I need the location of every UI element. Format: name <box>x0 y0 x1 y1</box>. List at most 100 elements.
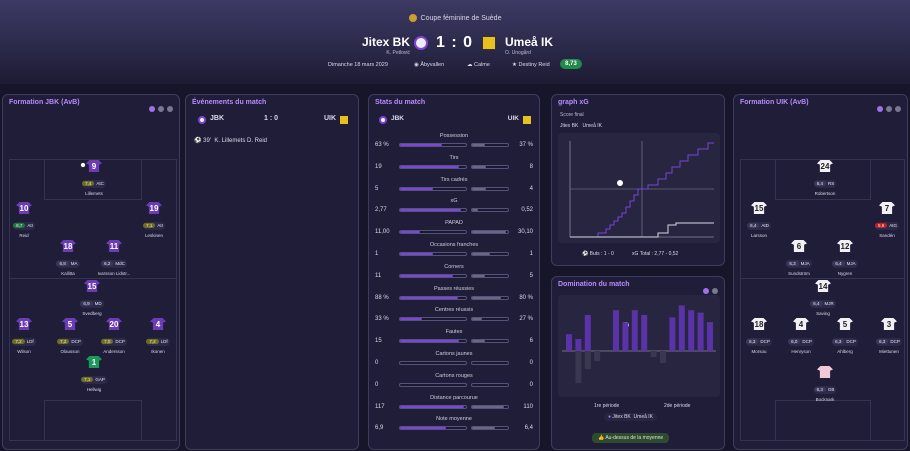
star-icon: ★ <box>512 62 519 68</box>
stat-away-bar <box>471 230 509 235</box>
player-rating: 6,8 <box>56 261 69 266</box>
domination-bar-away <box>660 351 666 363</box>
stat-away-fill <box>472 209 479 212</box>
stat-home-bar <box>399 230 467 235</box>
stat-label: Corners <box>444 263 464 270</box>
domination-bar-home <box>688 310 695 351</box>
page-dot[interactable] <box>158 106 164 112</box>
player-position: LDf <box>26 339 34 344</box>
player-rating: 6,2 <box>101 261 114 266</box>
player-position: AtC <box>96 181 104 186</box>
player-position: AtG <box>889 223 898 228</box>
stat-away-bar <box>471 426 509 431</box>
stat-home-value: 117 <box>375 403 385 410</box>
player-position: RS <box>828 181 835 186</box>
player-card[interactable]: 15 6,4 AtD Larsson <box>739 202 779 238</box>
halfway-line <box>741 278 904 279</box>
player-card[interactable]: 19 7,1 AtI Leskinen <box>134 202 174 238</box>
stat-away-fill <box>472 144 486 146</box>
page-dot[interactable] <box>895 106 901 112</box>
player-card[interactable]: 4 7,2 LDf Ikonen <box>138 318 178 354</box>
away-abbr: UIK <box>507 115 519 122</box>
player-card[interactable]: 10 8,7 AtI Reid <box>4 202 44 238</box>
player-card[interactable]: 18 6,3 DCP Morsou <box>739 318 779 354</box>
domination-bar-away <box>650 351 657 357</box>
page-dot[interactable] <box>886 106 892 112</box>
page-dot[interactable] <box>877 106 883 112</box>
potm-name: Destiny Reid <box>518 62 550 68</box>
stat-home-value: 2,77 <box>375 207 387 214</box>
rating-pill: 6,3 DCP <box>876 337 902 346</box>
player-card[interactable]: 6 6,3 MJA Sundström <box>779 240 819 276</box>
stat-home-bar <box>399 382 467 387</box>
player-card[interactable]: 5 6,3 DCP Ahlberg <box>825 318 865 354</box>
stat-away-value: 6 <box>529 338 533 345</box>
panel-title: Événements du match <box>192 99 267 106</box>
player-card[interactable]: 3 6,3 DCP Miettunen <box>869 318 909 354</box>
page-dot[interactable] <box>703 288 709 294</box>
shirt-icon: 15 <box>84 280 100 292</box>
weather: ☁ Calme <box>467 62 490 68</box>
player-card[interactable]: 4 6,0 DCP Henryson <box>781 318 821 354</box>
domination-bar-home <box>631 310 638 351</box>
legend-away: Umeå IK <box>582 123 602 129</box>
stat-away-bar <box>471 186 509 191</box>
trophy-icon <box>408 14 417 22</box>
domination-bar-home <box>566 334 572 351</box>
stat-home-fill <box>400 253 433 255</box>
player-card[interactable]: 5 7,2 DCP Olausson <box>50 318 90 354</box>
player-card[interactable]: 14 6,4 MJR Saving <box>803 280 843 316</box>
rating-pill: 6,0 DCP <box>788 337 814 346</box>
player-card[interactable]: 18 6,8 MA Kallitta <box>48 240 88 276</box>
rating-pill: 6,4 RS <box>813 179 837 188</box>
above-average-button[interactable]: 👍 Au-dessus de la moyenne <box>592 433 670 443</box>
player-rating: 7,1 <box>143 223 156 228</box>
player-position: DCP <box>802 339 812 344</box>
domination-legend: ● Jitex BK Umeå IK <box>604 413 657 421</box>
player-card[interactable]: 12 6,4 MJA Nygren <box>825 240 865 276</box>
home-team-name[interactable]: Jitex BK <box>361 35 410 49</box>
page-dot[interactable] <box>167 106 173 112</box>
stat-home-value: 33 % <box>375 316 389 323</box>
shirt-icon: 7 <box>879 202 895 214</box>
potm-rating: 8,73 <box>560 59 582 69</box>
player-position: DCP <box>760 339 770 344</box>
player-card[interactable]: 7 5,9 AtG Sandén <box>867 202 907 238</box>
stat-home-bar <box>399 317 467 322</box>
stat-label: Centres réussis <box>434 307 474 314</box>
stat-away-fill <box>472 187 487 190</box>
stat-home-value: 1 <box>375 251 379 257</box>
domination-bar-home <box>613 310 619 351</box>
page-dot[interactable] <box>712 288 718 294</box>
player-name: Morsou <box>751 349 767 354</box>
stat-away-value: 5 <box>529 272 533 279</box>
player-card[interactable]: 1 7,1 GAP Hellwig <box>74 356 114 392</box>
panel-title: Formation UIK (AvB) <box>740 99 809 106</box>
player-card[interactable]: 13 7,2 LDf Wilson <box>4 318 44 354</box>
player-card[interactable]: 9 7,4 AtC Lillemets <box>74 160 114 196</box>
domination-bar-away <box>584 351 591 369</box>
player-card[interactable]: 15 6,9 MD Svedberg <box>72 280 112 316</box>
player-card[interactable]: 24 6,4 RS Robertson <box>805 160 845 196</box>
stat-away-fill <box>472 340 485 343</box>
events-panel: Événements du match JBK 1 : 0 UIK ⚽ 39' … <box>185 94 359 450</box>
stat-home-value: 88 % <box>375 294 389 301</box>
away-team-name[interactable]: Umeå IK <box>505 35 554 49</box>
panel-pager[interactable] <box>874 99 901 117</box>
panel-pager[interactable] <box>700 281 718 299</box>
panel-pager[interactable] <box>146 99 173 117</box>
player-card[interactable]: 6,3 GB Bocknark <box>805 366 845 402</box>
home-abbr: JBK <box>391 115 405 122</box>
player-name: Ivarsson Lidstr... <box>97 271 131 276</box>
player-card[interactable]: 11 6,2 MdC Ivarsson Lidstr... <box>94 240 134 276</box>
player-card[interactable]: 20 7,0 DCP Andersson <box>94 318 134 354</box>
stat-away-bar <box>471 273 509 278</box>
player-name: Svedberg <box>82 311 102 316</box>
stat-home-bar <box>399 273 467 278</box>
legend-home: Jitex BK <box>612 414 631 420</box>
event-item[interactable]: ⚽ 39' K. Lillemets D. Reid <box>194 137 350 144</box>
xg-goals: ⚽ Buts : 1 - 0 <box>582 251 614 257</box>
page-dot[interactable] <box>149 106 155 112</box>
player-name: Robertson <box>814 191 836 196</box>
player-of-match[interactable]: ★ Destiny Reid <box>512 62 550 68</box>
